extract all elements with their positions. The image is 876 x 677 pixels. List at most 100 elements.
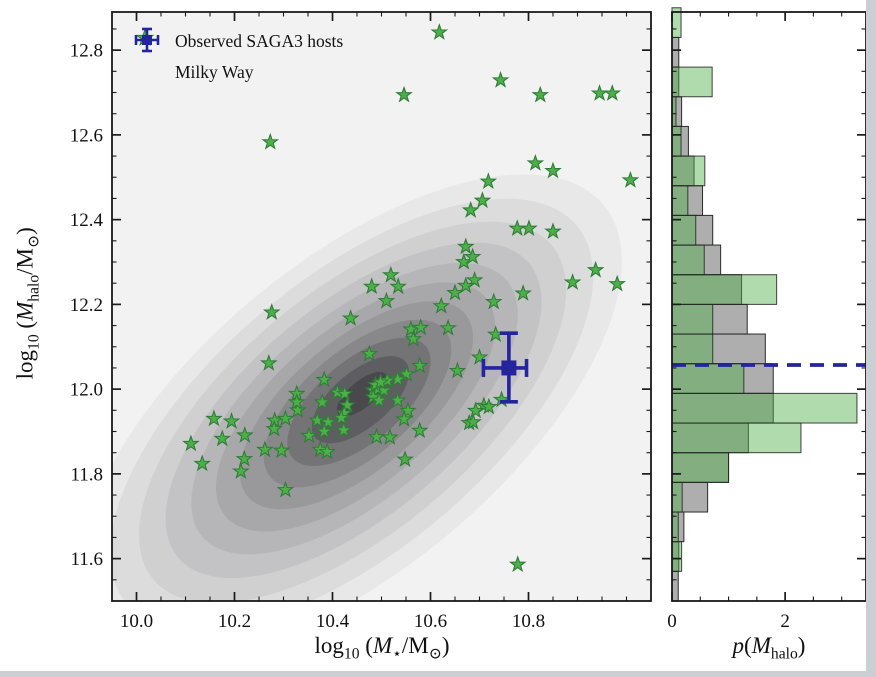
hist-bar-green — [671, 392, 858, 424]
hist-bar-green — [671, 363, 745, 394]
host-star — [370, 391, 388, 409]
hist-x-axis-label: p(Mhalo) — [732, 633, 806, 663]
y-tick-label: 12.4 — [70, 210, 104, 231]
host-star — [397, 365, 416, 382]
host-star — [338, 395, 357, 413]
host-star — [621, 170, 640, 188]
x-tick-label: 10.2 — [218, 611, 251, 632]
y-tick-label: 12.6 — [70, 125, 103, 146]
legend-label-saga-hosts: Observed SAGA3 hosts — [175, 31, 344, 51]
x-tick-label: 10.4 — [316, 611, 350, 632]
host-star — [313, 392, 332, 410]
host-star — [470, 348, 489, 365]
host-star — [514, 284, 532, 301]
host-star — [235, 449, 254, 467]
hist-bar-gray — [671, 452, 730, 483]
saga-hosts-scatter — [182, 23, 640, 573]
host-star — [205, 409, 223, 427]
host-star — [261, 132, 280, 150]
host-star — [388, 391, 407, 409]
hist-bar-green — [671, 66, 713, 98]
host-star — [520, 219, 538, 237]
legend-item-milky-way: Milky Way — [133, 27, 343, 88]
host-star — [479, 397, 498, 415]
host-star — [362, 277, 381, 295]
host-star — [300, 426, 318, 444]
hist-bar-green — [671, 481, 683, 513]
host-star — [265, 419, 284, 437]
host-star — [256, 440, 274, 458]
host-star — [544, 161, 562, 179]
hist-axes-frame — [671, 11, 866, 602]
host-star — [334, 420, 353, 438]
hist-bar-green — [671, 274, 778, 305]
host-star — [410, 356, 429, 374]
legend-square-glyph — [142, 35, 152, 45]
host-star — [448, 361, 467, 379]
legend: Observed SAGA3 hosts Milky Way — [133, 26, 343, 88]
host-star — [341, 309, 360, 326]
host-star — [360, 344, 379, 362]
host-star — [456, 237, 475, 255]
scatter-histogram-figure: 10.0 10.2 10.4 10.6 10.8 11.6 11.8 12.0 12.2 12.4… — [70, 7, 866, 632]
hist-x-tick-label: 0 — [667, 611, 677, 632]
hist-bar-green — [671, 541, 683, 572]
host-star — [399, 401, 417, 419]
hist-bar-green — [671, 185, 689, 216]
host-star — [381, 265, 400, 283]
host-star — [404, 329, 423, 347]
host-star — [411, 318, 430, 336]
host-star — [318, 442, 336, 460]
x-tick-label: 10.0 — [120, 611, 153, 632]
y-tick-label: 11.8 — [70, 464, 103, 485]
host-star — [461, 201, 480, 218]
legend-label-milky-way: Milky Way — [175, 62, 254, 82]
host-star — [395, 85, 413, 103]
hist-bar-green — [671, 422, 802, 454]
host-star — [410, 421, 429, 439]
host-star — [479, 172, 498, 189]
host-star — [315, 422, 333, 440]
host-star — [377, 291, 396, 309]
host-star — [276, 409, 295, 427]
host-star — [315, 370, 333, 388]
host-star — [446, 283, 464, 301]
host-star — [213, 429, 232, 447]
host-star — [381, 428, 399, 445]
host-star — [586, 260, 605, 278]
host-star — [319, 412, 337, 430]
host-star — [262, 303, 281, 320]
host-star — [464, 412, 482, 430]
host-star — [466, 401, 485, 419]
host-star — [563, 273, 582, 290]
hist-bar-gray — [671, 481, 709, 513]
hist-bar-green — [671, 244, 705, 276]
hist-x-tick-label: 2 — [780, 611, 790, 632]
host-star — [508, 555, 527, 573]
host-star — [439, 318, 457, 336]
host-star — [193, 454, 211, 472]
hist-bar-green — [671, 303, 714, 335]
host-star — [389, 277, 407, 295]
x-axis-label: log10 (M⋆/M⊙) — [314, 633, 450, 663]
host-star — [432, 296, 451, 314]
host-star — [484, 292, 503, 310]
host-star — [335, 384, 354, 402]
hist-bar-green — [671, 333, 714, 365]
host-star — [222, 412, 241, 429]
y-axis-label: log10 (Mhalo/M⊙) — [12, 227, 43, 380]
host-star — [544, 222, 562, 240]
host-star — [388, 370, 407, 387]
host-star — [491, 70, 510, 88]
host-star — [308, 411, 327, 428]
host-star — [287, 392, 306, 410]
host-star — [608, 274, 627, 292]
host-star — [465, 270, 484, 288]
hist-gray-bars — [671, 36, 774, 602]
host-star — [603, 84, 622, 101]
host-star — [272, 441, 291, 459]
host-star — [232, 462, 250, 479]
hist-bar-green — [671, 452, 730, 483]
host-star — [430, 23, 449, 40]
